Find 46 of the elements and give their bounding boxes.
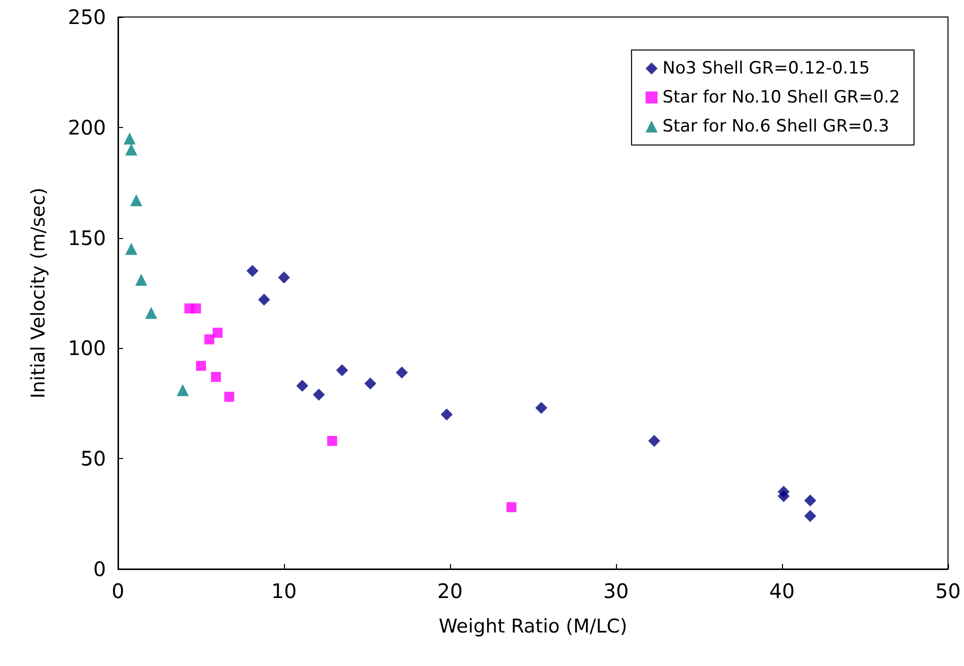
x-tick-label: 0 <box>112 579 124 603</box>
point <box>364 378 376 390</box>
point <box>135 274 148 286</box>
point <box>440 408 453 420</box>
point <box>204 334 214 344</box>
point <box>130 194 142 206</box>
point <box>212 328 223 338</box>
y-tick-label: 200 <box>68 115 106 140</box>
point <box>125 242 138 255</box>
point <box>210 372 221 382</box>
point <box>506 502 516 512</box>
point <box>296 380 308 392</box>
point <box>124 132 136 144</box>
x-tick-label: 50 <box>935 579 961 603</box>
y-tick-label: 250 <box>68 5 106 29</box>
point <box>396 366 408 378</box>
legend-label: Star for No.6 Shell GR=0.3 <box>662 116 890 136</box>
x-tick-label: 10 <box>271 579 297 603</box>
point <box>804 494 816 507</box>
point <box>648 434 660 447</box>
x-tick-label: 40 <box>769 579 795 603</box>
point <box>804 510 816 522</box>
y-tick-label: 100 <box>68 336 106 360</box>
y-tick-label: 50 <box>80 446 106 471</box>
point <box>125 143 138 156</box>
legend-label: Star for No.10 Shell GR=0.2 <box>662 88 900 108</box>
y-tick-label: 150 <box>68 226 106 250</box>
x-tick-label: 30 <box>603 579 629 603</box>
y-tick-label: 0 <box>93 557 106 581</box>
point <box>312 388 325 401</box>
point <box>778 490 790 502</box>
point <box>535 402 548 414</box>
point <box>258 294 270 306</box>
point <box>196 360 206 371</box>
point <box>278 272 290 284</box>
point <box>246 264 258 277</box>
point <box>176 384 189 396</box>
point <box>145 306 158 319</box>
x-axis-title: Weight Ratio (M/LC) <box>438 616 628 638</box>
point <box>224 392 234 402</box>
y-axis-title: Initial Velocity (m/sec) <box>28 188 50 398</box>
legend-label: No3 Shell GR=0.12-0.15 <box>662 58 870 78</box>
point <box>327 436 338 446</box>
point <box>336 364 348 376</box>
point <box>191 303 202 314</box>
x-tick-label: 20 <box>437 579 463 603</box>
